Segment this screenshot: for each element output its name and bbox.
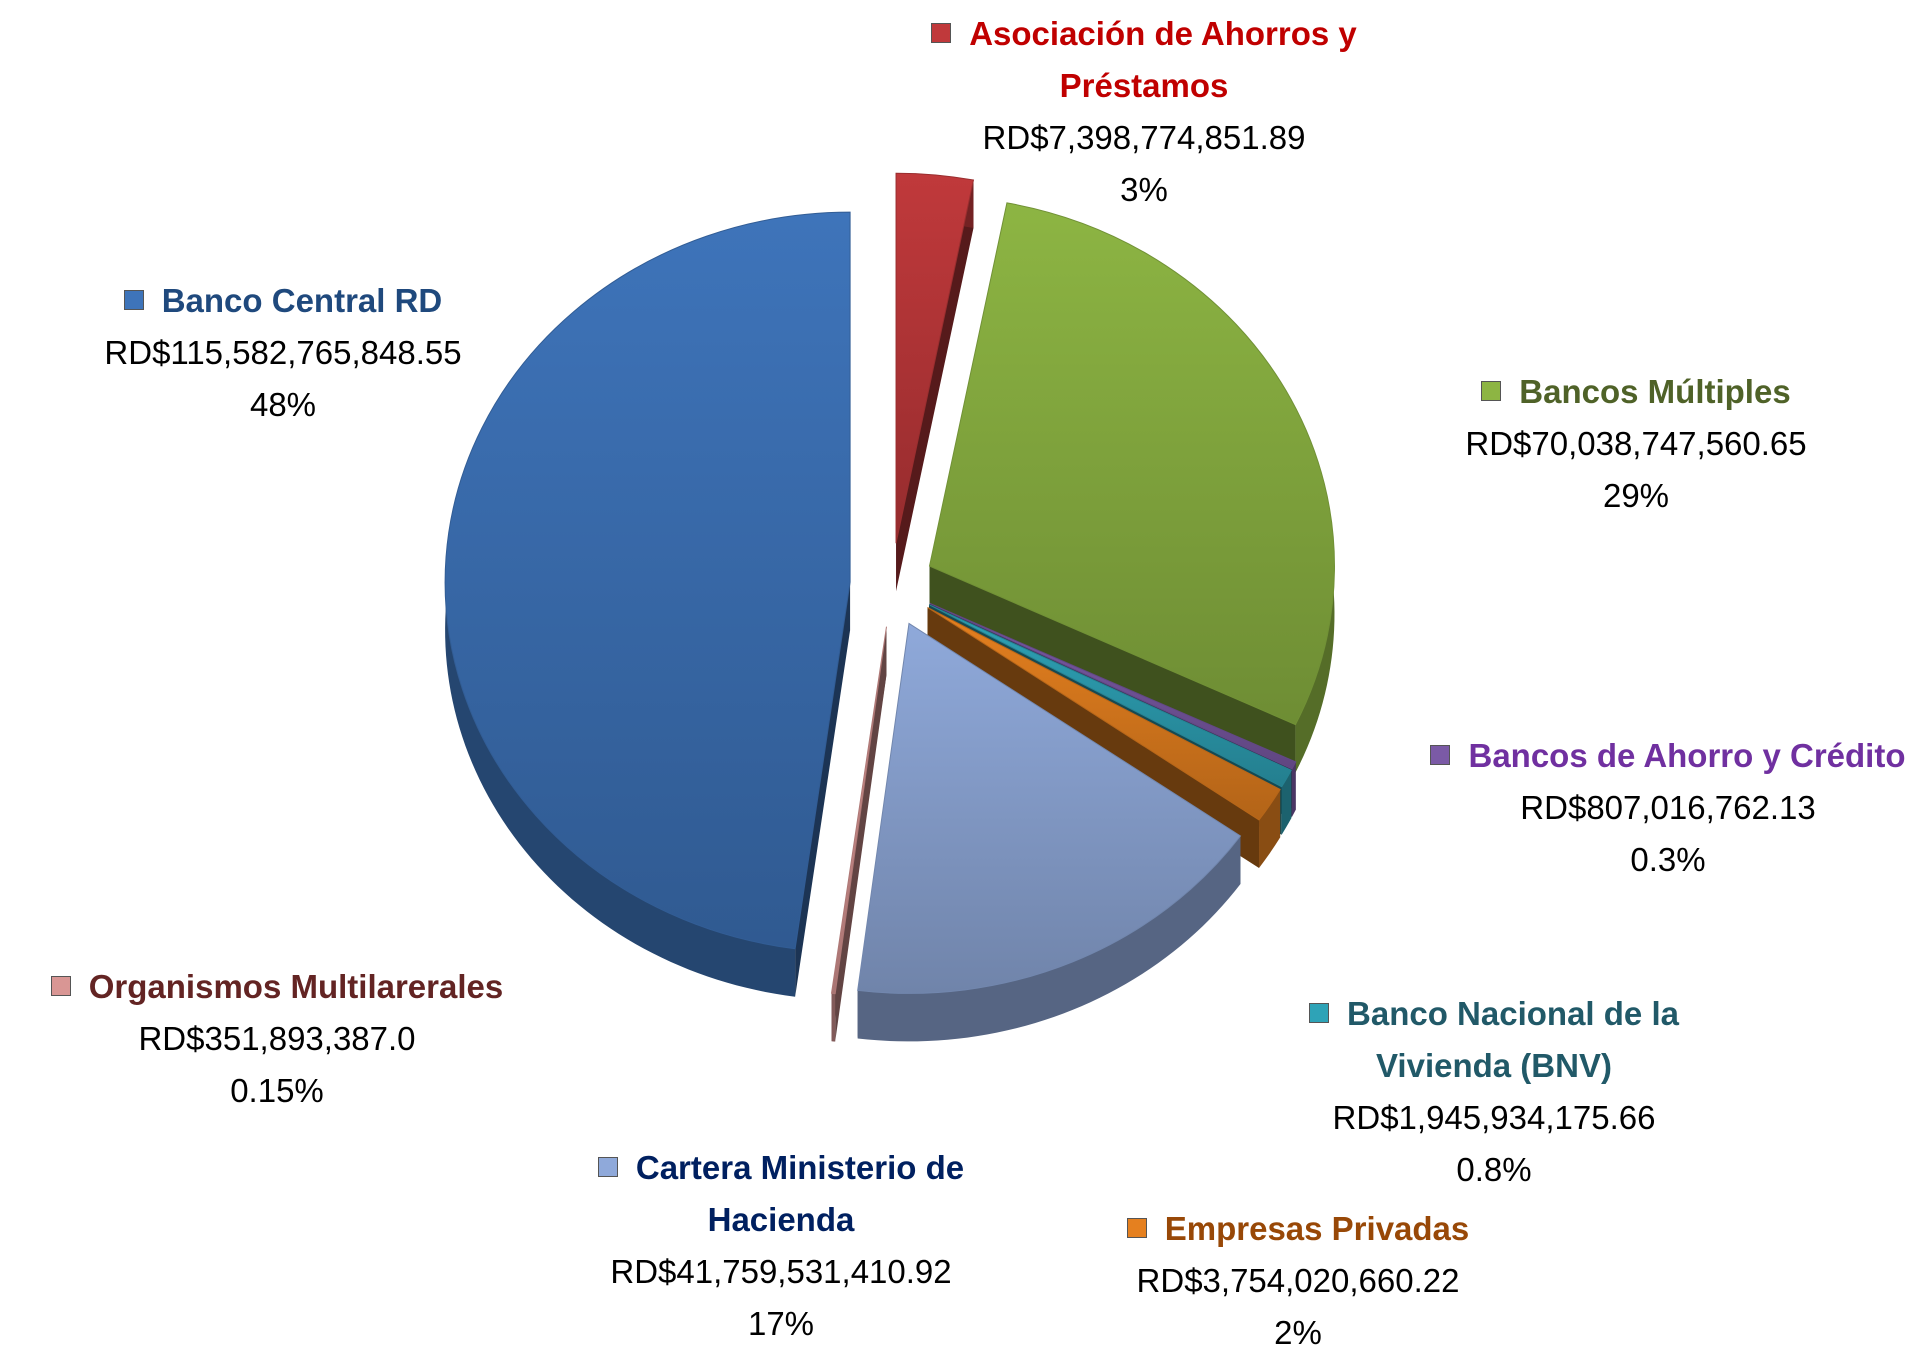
legend-entry: Organismos Multilarerales (0, 961, 557, 1013)
legend-entry: Bancos de Ahorro y Crédito (1408, 730, 1928, 782)
slice-side (1281, 770, 1292, 835)
legend-marker (50, 976, 71, 996)
percent-label: 17% (747, 1305, 815, 1342)
amount-label: RD$115,582,765,848.55 (104, 334, 462, 371)
slice-side (1291, 761, 1296, 817)
slice-side (831, 993, 836, 1042)
data-label: Banco Central RD RD$115,582,765,848.55 48% (3, 275, 563, 431)
percent-label: 0.3% (1630, 841, 1706, 878)
legend-marker (1430, 745, 1451, 765)
data-label: Asociación de Ahorros y Préstamos RD$7,39… (864, 8, 1424, 216)
slice (830, 626, 887, 995)
legend-entry: Banco Nacional de la Vivienda (BNV) (1264, 988, 1724, 1092)
legend-marker (597, 1157, 618, 1177)
legend-entry: Cartera Ministerio de Hacienda (551, 1142, 1011, 1246)
category-name: Banco Nacional de la Vivienda (BNV) (1347, 995, 1679, 1084)
data-label: Bancos Múltiples RD$70,038,747,560.65 29% (1316, 366, 1928, 522)
percent-label: 3% (1120, 171, 1168, 208)
legend-entry: Banco Central RD (3, 275, 563, 327)
slice-side (1259, 789, 1281, 868)
percent-label: 0.8% (1456, 1151, 1532, 1188)
amount-label: RD$351,893,387.0 (138, 1020, 416, 1057)
slice (857, 622, 1242, 994)
slice-side (795, 582, 851, 997)
data-label: Organismos Multilarerales RD$351,893,387.… (0, 961, 557, 1117)
category-name: Empresas Privadas (1164, 1210, 1470, 1247)
slice-side (929, 566, 1296, 773)
slice (928, 202, 1335, 726)
legend-marker (931, 23, 952, 43)
legend-marker (123, 290, 144, 310)
amount-label: RD$70,038,747,560.65 (1465, 425, 1807, 462)
legend-entry: Bancos Múltiples (1316, 366, 1928, 418)
slice (928, 604, 1292, 788)
legend-entry: Empresas Privadas (1018, 1203, 1578, 1255)
slice (895, 172, 975, 544)
percent-label: 29% (1602, 477, 1670, 514)
category-name: Banco Central RD (161, 282, 443, 319)
legend-entry: Asociación de Ahorros y Préstamos (864, 8, 1424, 112)
amount-label: RD$807,016,762.13 (1520, 789, 1816, 826)
amount-label: RD$41,759,531,410.92 (610, 1253, 952, 1290)
data-label: Empresas Privadas RD$3,754,020,660.22 2% (1018, 1203, 1578, 1346)
slice-side (896, 180, 974, 592)
category-name: Bancos de Ahorro y Crédito (1468, 737, 1906, 774)
amount-label: RD$1,945,934,175.66 (1332, 1099, 1656, 1136)
data-label: Bancos de Ahorro y Crédito RD$807,016,762… (1408, 730, 1928, 886)
slice (929, 602, 1297, 770)
slice (927, 606, 1281, 821)
data-label: Banco Nacional de la Vivienda (BNV) RD$1,… (1264, 988, 1724, 1196)
slice-side (857, 835, 1241, 1042)
legend-marker (1126, 1218, 1147, 1238)
category-name: Asociación de Ahorros y Préstamos (969, 15, 1357, 104)
data-label: Cartera Ministerio de Hacienda RD$41,759,… (551, 1142, 1011, 1346)
category-name: Bancos Múltiples (1519, 373, 1791, 410)
percent-label: 2% (1274, 1314, 1322, 1346)
category-name: Organismos Multilarerales (88, 968, 504, 1005)
percent-label: 0.15% (230, 1072, 324, 1109)
slice-side (831, 626, 887, 1042)
category-name: Cartera Ministerio de Hacienda (635, 1149, 965, 1238)
amount-label: RD$7,398,774,851.89 (982, 119, 1306, 156)
slice (444, 211, 851, 950)
percent-label: 48% (249, 386, 317, 423)
amount-label: RD$3,754,020,660.22 (1136, 1262, 1460, 1299)
legend-marker (1309, 1003, 1330, 1023)
legend-marker (1481, 381, 1502, 401)
